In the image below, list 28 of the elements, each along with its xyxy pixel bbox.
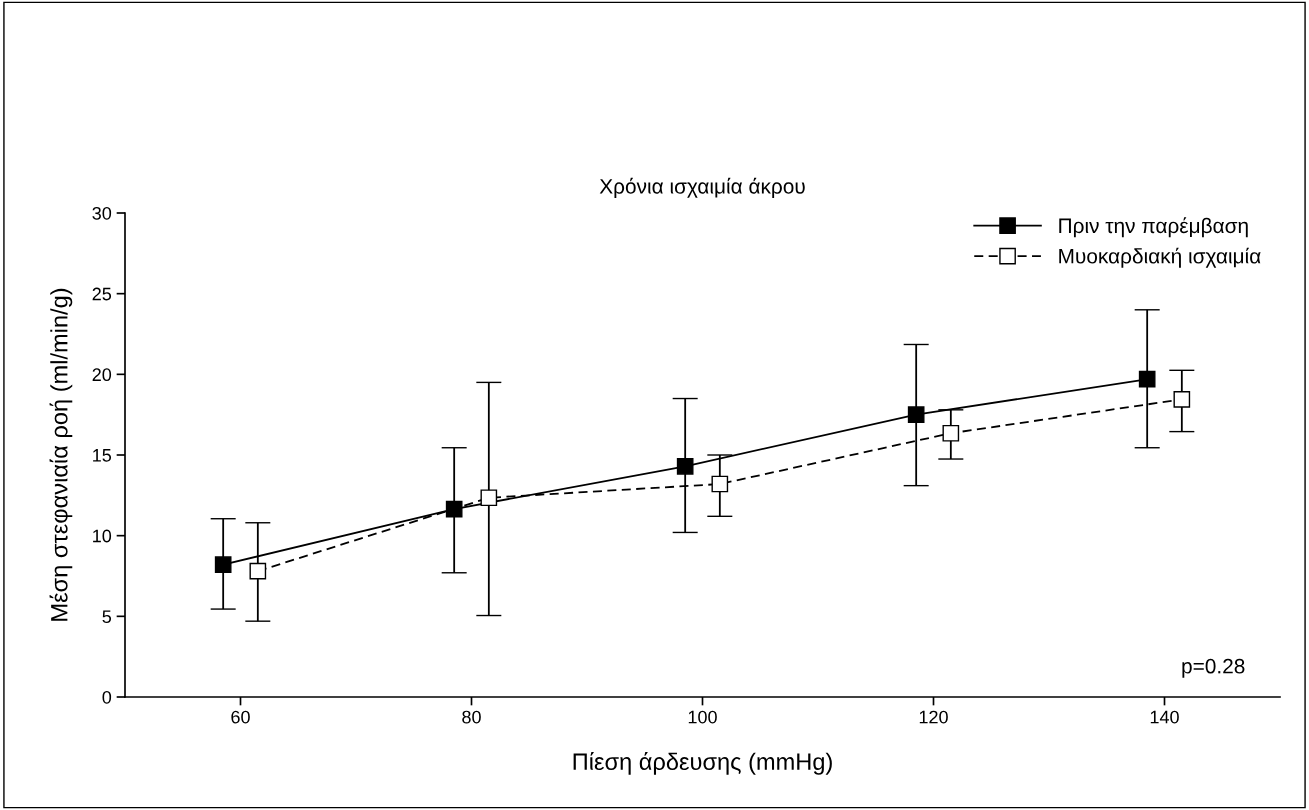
- point: [214, 556, 232, 574]
- y-tick-label: 25: [92, 287, 112, 301]
- x-tick-label: 80: [462, 710, 481, 724]
- y-tick-label: 0: [102, 690, 112, 704]
- point: [942, 424, 960, 442]
- point: [445, 500, 463, 518]
- x-tick-label: 60: [231, 710, 250, 724]
- point: [907, 406, 925, 424]
- legend-label: Πριν την παρέμβαση: [1059, 217, 1248, 238]
- point: [1173, 391, 1191, 408]
- y-tick-label: 15: [93, 449, 112, 462]
- y-tick-label: 5: [102, 610, 112, 624]
- point: [480, 489, 498, 507]
- legend-label: Μυοκαρδιακή ισχαιμία: [1059, 247, 1261, 268]
- y-tick-label: 20: [92, 368, 112, 382]
- annotation: p=0.28: [1182, 658, 1245, 678]
- x-tick-label: 120: [919, 710, 948, 724]
- point: [711, 475, 729, 493]
- point: [1138, 370, 1156, 388]
- chart-title: Χρόνια ισχαιμία άκρου: [599, 177, 805, 198]
- x-axis-title: Πίεση άρδευσης (mmHg): [573, 752, 832, 775]
- point: [676, 457, 694, 475]
- point: [249, 562, 267, 580]
- y-axis-title: Μέση στεφανιαία ροή (ml/min/g): [49, 288, 73, 621]
- x-tick-label: 140: [1150, 710, 1179, 724]
- y-tick-label: 30: [92, 206, 112, 220]
- x-tick-label: 100: [688, 710, 717, 724]
- y-tick-label: 10: [93, 529, 112, 543]
